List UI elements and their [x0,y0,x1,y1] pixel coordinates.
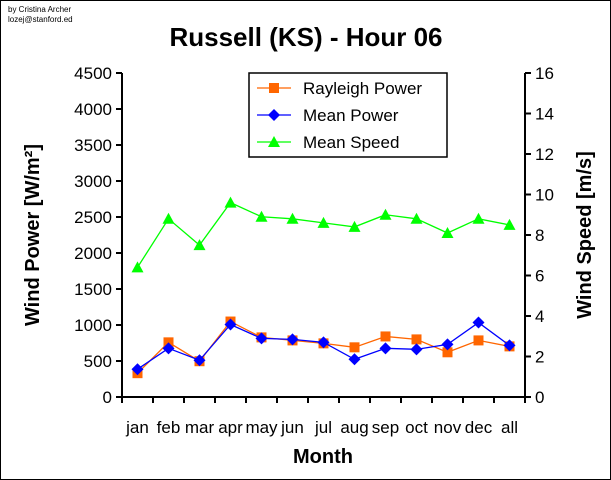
legend-marker-mean-speed [268,136,280,147]
mean-power-point [348,353,361,366]
mean-speed-point [193,239,206,251]
legend-label-mean-speed: Mean Speed [303,133,399,152]
y2-tick-label: 10 [535,186,554,205]
y-tick-label: 500 [84,352,112,371]
y-tick-label: 4000 [74,100,112,119]
mean-speed-point [410,212,423,224]
x-tick-label: jan [125,418,149,437]
mean-speed-point [255,210,268,222]
mean-speed-point [348,220,361,232]
y2-tick-label: 14 [535,105,554,124]
mean-power-point [379,342,392,355]
mean-speed-point [379,208,392,220]
x-tick-label: all [501,418,518,437]
y2-tick-label: 4 [535,307,544,326]
y-tick-label: 1500 [74,280,112,299]
x-tick-label: feb [157,418,181,437]
mean-speed-point [503,218,516,230]
mean-speed-point [286,212,299,224]
y2-tick-label: 0 [535,388,544,407]
mean-power-point [193,354,206,367]
legend-label-rayleigh-power: Rayleigh Power [303,79,422,98]
legend-marker-mean-power [268,109,280,121]
x-tick-label: jul [314,418,332,437]
mean-power-point [441,338,454,351]
y2-axis-label: Wind Speed [m/s] [574,151,596,319]
mean-power-point [255,332,268,345]
y2-tick-label: 16 [535,64,554,83]
mean-speed-line [136,201,510,268]
credit-author: by Cristina Archer [8,5,72,14]
y-tick-label: 1000 [74,316,112,335]
x-tick-label: apr [218,418,243,437]
y2-tick-label: 2 [535,348,544,367]
x-tick-label: dec [465,418,493,437]
y2-tick-label: 6 [535,267,544,286]
mean-power-point [162,342,175,355]
rayleigh-power-point [349,342,360,353]
rayleigh-power-point [411,334,422,345]
x-tick-label: aug [340,418,368,437]
mean-power-point [410,343,423,356]
y-tick-label: 3500 [74,136,112,155]
mean-power-point [131,363,144,376]
y-tick-label: 3000 [74,172,112,191]
mean-speed-point [317,216,330,228]
mean-power-point [503,339,516,352]
mean-speed-point [472,212,485,224]
rayleigh-power-point [380,331,391,342]
y2-tick-label: 8 [535,226,544,245]
y-tick-label: 2000 [74,244,112,263]
x-tick-label: oct [405,418,428,437]
x-tick-label: jun [280,418,304,437]
credit-email: lozej@stanford.ed [8,15,73,24]
chart-title: Russell (KS) - Hour 06 [169,22,442,52]
legend-marker-rayleigh-power [269,83,279,93]
x-axis-label: Month [293,446,353,468]
y-tick-label: 0 [103,388,112,407]
mean-power-point [472,316,485,329]
mean-speed-point [131,261,144,273]
mean-speed-point [441,226,454,238]
y-tick-label: 2500 [74,208,112,227]
mean-power-point [317,336,330,349]
mean-power-point [224,318,237,331]
mean-speed-point [162,212,175,224]
mean-power-point [286,333,299,346]
x-tick-label: nov [434,418,462,437]
rayleigh-power-point [473,335,484,346]
x-tick-label: may [245,418,278,437]
x-tick-label: mar [185,418,215,437]
y-axis-label: Wind Power [W/m²] [22,144,44,326]
x-tick-label: sep [372,418,399,437]
rayleigh-power-point [442,347,453,358]
mean-speed-point [224,196,237,208]
y2-tick-label: 12 [535,145,554,164]
y-tick-label: 4500 [74,64,112,83]
legend-label-mean-power: Mean Power [303,106,399,125]
